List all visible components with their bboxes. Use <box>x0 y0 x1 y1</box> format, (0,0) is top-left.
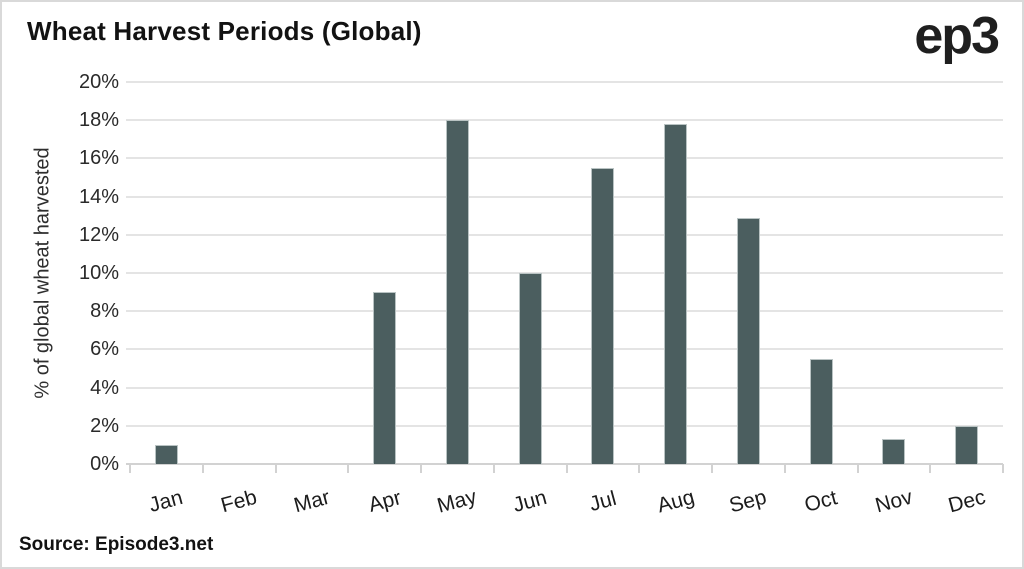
bar-oct <box>809 358 833 464</box>
x-tick-label-nov: Nov <box>872 485 915 518</box>
x-axis-tickmark <box>565 464 568 473</box>
x-axis-tickmark <box>347 464 350 473</box>
x-tick-label-may: May <box>435 485 480 518</box>
gridline <box>126 424 1003 427</box>
y-tick-label: 2% <box>90 414 119 437</box>
gridline <box>126 195 1003 198</box>
bar-jan <box>154 444 178 464</box>
x-axis-tickmark <box>711 464 713 473</box>
y-tick-label: 12% <box>78 223 119 246</box>
y-tick-label: 14% <box>78 185 119 208</box>
x-tick-label-sep: Sep <box>727 485 770 518</box>
y-tick-label: 4% <box>90 376 119 399</box>
gridline <box>126 310 1003 313</box>
gridline <box>126 157 1003 160</box>
x-tick-label-aug: Aug <box>654 485 697 518</box>
gridline <box>126 348 1003 351</box>
x-axis-tickmark <box>201 464 204 473</box>
x-tick-label-apr: Apr <box>365 486 404 517</box>
y-tick-label: 0% <box>90 453 119 475</box>
y-tick-label: 6% <box>90 338 119 361</box>
x-tick-label-mar: Mar <box>291 485 333 518</box>
gridline <box>126 81 1003 83</box>
gridline <box>126 386 1003 389</box>
y-tick-label: 20% <box>78 71 119 93</box>
x-tick-label-jul: Jul <box>586 486 619 517</box>
x-tick-label-dec: Dec <box>945 485 988 518</box>
y-tick-label: 18% <box>78 109 119 132</box>
bar-dec <box>955 425 979 464</box>
bar-jul <box>591 167 615 464</box>
bar-sep <box>736 217 760 464</box>
x-tick-label-jun: Jun <box>510 486 550 518</box>
x-axis-tickmark <box>274 464 277 473</box>
y-axis-ticks: 0% 2% 4% 6% 8% 10% 12% 14% 16% 18% 20% <box>2 2 119 567</box>
bar-aug <box>664 124 688 464</box>
gridline <box>126 272 1003 274</box>
x-axis-tickmark <box>1002 464 1004 473</box>
y-tick-label: 8% <box>90 300 119 323</box>
plot-area <box>126 81 1004 473</box>
x-tick-label-feb: Feb <box>218 485 260 518</box>
x-axis-tickmark <box>129 464 131 473</box>
gridline <box>126 233 1003 236</box>
bar-may <box>445 120 469 464</box>
bar-jun <box>518 273 542 464</box>
bar-nov <box>882 439 906 464</box>
x-axis-line <box>126 463 1003 465</box>
x-axis-tickmark <box>856 464 859 473</box>
x-axis-tickmark <box>420 464 422 473</box>
y-tick-label: 10% <box>78 262 119 284</box>
brand-logo: ep3 <box>914 7 1000 65</box>
x-axis-tickmark <box>929 464 932 473</box>
x-axis-tickmark <box>783 464 786 473</box>
x-tick-label-jan: Jan <box>146 486 186 518</box>
y-tick-label: 16% <box>78 147 119 170</box>
source-note: Source: Episode3.net <box>19 534 214 555</box>
x-axis-tickmark <box>638 464 641 473</box>
x-axis-tickmark <box>492 464 495 473</box>
x-tick-label-oct: Oct <box>802 486 840 517</box>
chart-title: Wheat Harvest Periods (Global) <box>27 16 422 46</box>
gridline <box>126 119 1003 122</box>
bar-apr <box>373 292 397 464</box>
